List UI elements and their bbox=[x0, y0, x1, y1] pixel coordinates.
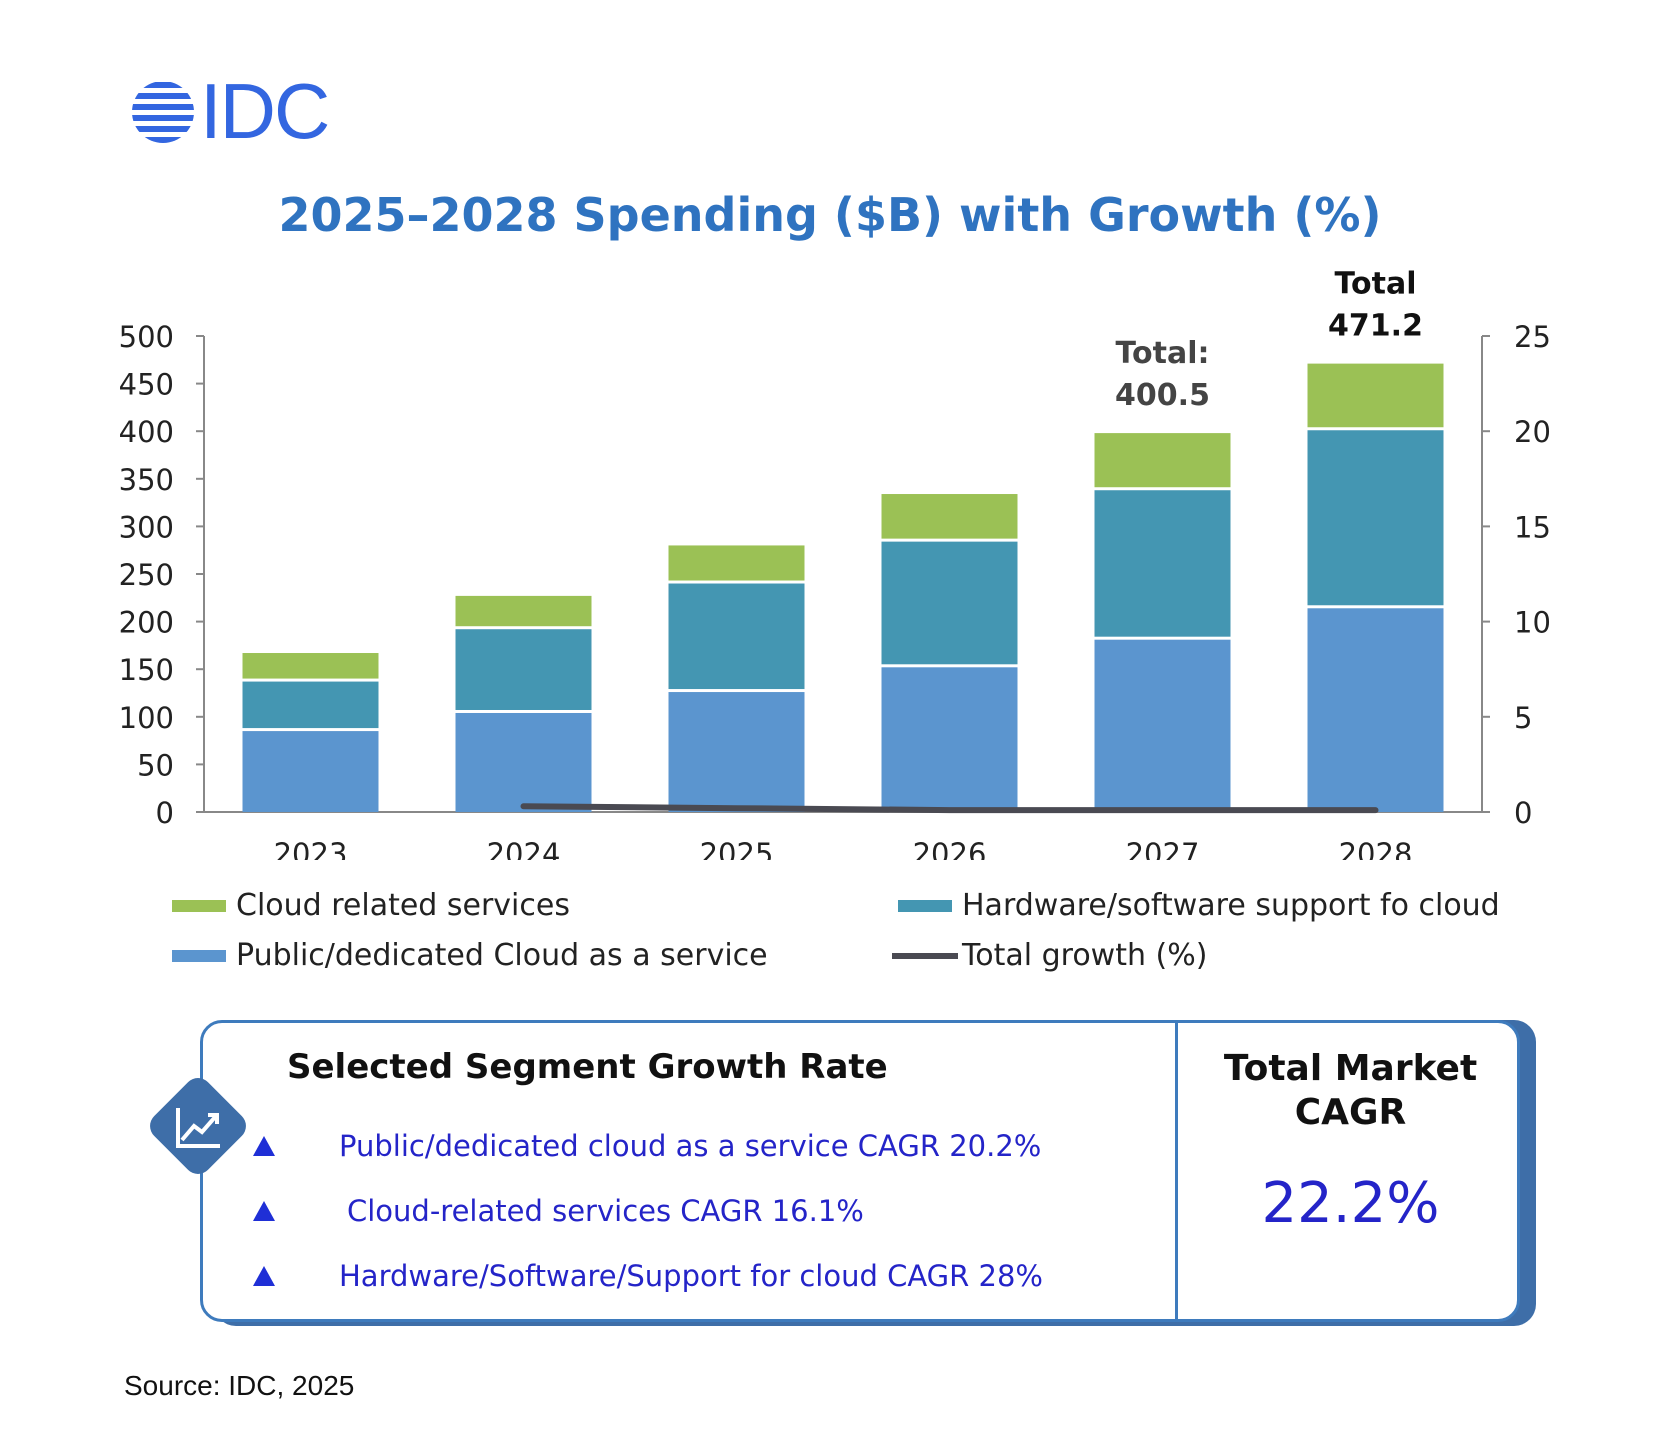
bar-segment bbox=[242, 681, 379, 729]
x-tick-label: 2026 bbox=[913, 837, 987, 860]
legend-line-swatch bbox=[892, 952, 958, 959]
legend-label: Hardware/software support fo cloud bbox=[962, 888, 1500, 923]
y-right-tick-label: 0 bbox=[1514, 796, 1532, 830]
bar-segment bbox=[1094, 639, 1231, 812]
legend-item-public-dedicated-cloud: Public/dedicated Cloud as a service bbox=[172, 938, 768, 973]
idc-logo-text: IDC bbox=[200, 67, 330, 155]
bar-segment bbox=[881, 541, 1018, 665]
y-left-tick-label: 500 bbox=[119, 320, 174, 354]
segment-item-text: Public/dedicated cloud as a service CAGR… bbox=[339, 1129, 1042, 1163]
segment-item: Hardware/Software/Support for cloud CAGR… bbox=[253, 1259, 1043, 1293]
y-right-tick-label: 25 bbox=[1514, 320, 1551, 354]
y-left-tick-label: 350 bbox=[119, 463, 174, 497]
legend-label: Cloud related services bbox=[236, 888, 570, 923]
x-tick-label: 2023 bbox=[274, 837, 348, 860]
x-tick-label: 2024 bbox=[487, 837, 561, 860]
y-right-tick-label: 10 bbox=[1514, 606, 1551, 640]
source-note: Source: IDC, 2025 bbox=[124, 1370, 355, 1401]
total-annotation: 471.2 bbox=[1328, 309, 1423, 344]
bar-segment bbox=[1307, 363, 1444, 428]
total-market-cagr-value: 22.2% bbox=[1261, 1171, 1440, 1236]
bar-segment bbox=[668, 545, 805, 581]
growth-panel: Selected Segment Growth Rate Public/dedi… bbox=[200, 1020, 1520, 1322]
bar-segment bbox=[668, 692, 805, 812]
bar-segment bbox=[881, 494, 1018, 539]
legend-label: Total growth (%) bbox=[962, 938, 1208, 973]
total-annotation: 400.5 bbox=[1115, 378, 1210, 413]
segment-item-text: Hardware/Software/Support for cloud CAGR… bbox=[339, 1259, 1043, 1293]
y-left-tick-label: 250 bbox=[119, 558, 174, 592]
trend-chart-icon bbox=[150, 1078, 246, 1174]
bar-segment bbox=[455, 595, 592, 627]
total-annotation: Total bbox=[1335, 267, 1417, 302]
x-tick-label: 2025 bbox=[700, 837, 774, 860]
bar-segment bbox=[1307, 608, 1444, 812]
legend-item-hardware-software-support: Hardware/software support fo cloud bbox=[898, 888, 1500, 923]
y-left-tick-label: 150 bbox=[119, 653, 174, 687]
bar-segment bbox=[455, 712, 592, 812]
total-market-cagr-title: Total Market CAGR bbox=[1178, 1047, 1523, 1135]
cagr-title-line: Total Market bbox=[1223, 1048, 1478, 1089]
up-triangle-icon bbox=[253, 1201, 275, 1221]
bar-segment bbox=[881, 667, 1018, 812]
segment-growth-title: Selected Segment Growth Rate bbox=[287, 1047, 888, 1087]
y-left-tick-label: 200 bbox=[119, 606, 174, 640]
y-left-tick-label: 450 bbox=[119, 368, 174, 402]
segment-item: Public/dedicated cloud as a service CAGR… bbox=[253, 1129, 1041, 1163]
cagr-title-line: CAGR bbox=[1294, 1092, 1407, 1133]
y-right-tick-label: 20 bbox=[1514, 415, 1551, 449]
total-annotation: Total: bbox=[1116, 336, 1210, 371]
y-left-tick-label: 100 bbox=[119, 701, 174, 735]
bar-segment bbox=[1094, 490, 1231, 637]
bar-segment bbox=[242, 731, 379, 812]
idc-globe-icon bbox=[132, 82, 194, 143]
bar-segment bbox=[1307, 430, 1444, 606]
chart-title: 2025–2028 Spending ($B) with Growth (%) bbox=[278, 188, 1382, 242]
legend-item-cloud-related-services: Cloud related services bbox=[172, 888, 570, 923]
legend-item-total-growth: Total growth (%) bbox=[892, 938, 1207, 973]
y-left-tick-label: 0 bbox=[156, 796, 174, 830]
idc-logo: IDC bbox=[130, 67, 350, 155]
y-left-tick-label: 50 bbox=[137, 748, 174, 782]
segment-item: Cloud-related services CAGR 16.1% bbox=[253, 1194, 864, 1228]
panel-divider bbox=[1175, 1023, 1178, 1319]
x-tick-label: 2027 bbox=[1126, 837, 1200, 860]
up-triangle-icon bbox=[253, 1136, 275, 1156]
legend-swatch bbox=[172, 949, 226, 962]
y-right-tick-label: 15 bbox=[1514, 510, 1551, 544]
y-left-tick-label: 400 bbox=[119, 415, 174, 449]
spending-chart: 0501001502002503003504004505000510152025… bbox=[119, 267, 1551, 860]
segment-item-text: Cloud-related services CAGR 16.1% bbox=[347, 1194, 864, 1228]
y-right-tick-label: 5 bbox=[1514, 701, 1532, 735]
legend-label: Public/dedicated Cloud as a service bbox=[236, 938, 768, 973]
x-tick-label: 2028 bbox=[1339, 837, 1413, 860]
bar-segment bbox=[668, 583, 805, 690]
y-left-tick-label: 300 bbox=[119, 510, 174, 544]
bar-segment bbox=[1094, 433, 1231, 488]
legend-swatch bbox=[172, 899, 226, 912]
bar-segment bbox=[242, 653, 379, 679]
legend-swatch bbox=[898, 899, 952, 912]
bar-segment bbox=[455, 629, 592, 710]
up-triangle-icon bbox=[253, 1266, 275, 1286]
